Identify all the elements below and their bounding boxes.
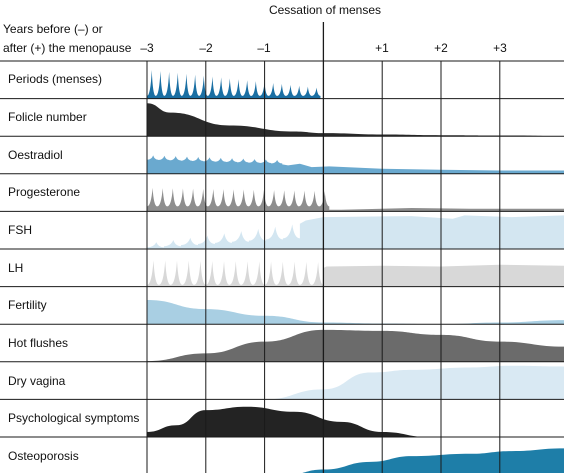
- row-label-follicle-number: Folicle number: [8, 110, 87, 124]
- psychological-symptoms-curve: [147, 406, 430, 437]
- tick-minus1: –1: [257, 41, 271, 55]
- axis-label-line2: after (+) the menopause: [3, 41, 132, 55]
- row-labels: Periods (menses) Folicle number Oestradi…: [8, 72, 139, 463]
- axis-label-line1: Years before (–) or: [3, 22, 103, 36]
- row-label-fertility: Fertility: [8, 298, 47, 312]
- row-label-periods: Periods (menses): [8, 72, 102, 86]
- row-label-fsh: FSH: [8, 223, 32, 237]
- cessation-label: Cessation of menses: [269, 3, 381, 17]
- fertility-curve: [147, 300, 564, 325]
- row-label-hot-flushes: Hot flushes: [8, 336, 68, 350]
- row-label-psychological-symptoms: Psychological symptoms: [8, 411, 139, 425]
- follicle-number-curve: [147, 103, 564, 137]
- lh-curve: [147, 260, 564, 287]
- row-label-lh: LH: [8, 261, 23, 275]
- tick-plus1: +1: [375, 41, 389, 55]
- hot-flushes-curve: [147, 329, 564, 362]
- osteoporosis-curve: [302, 448, 564, 473]
- periods-curve: [147, 70, 321, 99]
- dry-vagina-curve: [264, 365, 564, 400]
- tick-plus3: +3: [493, 41, 507, 55]
- row-label-progesterone: Progesterone: [8, 185, 80, 199]
- oestradiol-curve: [147, 155, 564, 174]
- tick-minus3: –3: [140, 41, 154, 55]
- tick-plus2: +2: [434, 41, 448, 55]
- row-label-oestradiol: Oestradiol: [8, 148, 63, 162]
- fsh-curve: [147, 215, 564, 249]
- grid-layer: [0, 22, 564, 473]
- curves-layer: [147, 70, 564, 473]
- tick-minus2: –2: [199, 41, 213, 55]
- row-label-osteoporosis: Osteoporosis: [8, 449, 79, 463]
- progesterone-curve: [147, 187, 564, 212]
- row-label-dry-vagina: Dry vagina: [8, 374, 66, 388]
